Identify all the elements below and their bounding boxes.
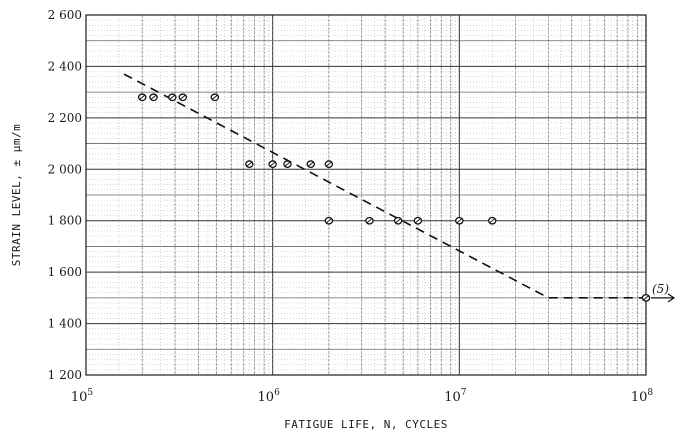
y-tick-label: 2 000 [48, 162, 82, 176]
y-tick-label: 2 600 [48, 8, 82, 22]
x-tick-label: 105 [71, 388, 94, 405]
y-tick-labels: 1 200 1 400 1 600 1 800 2 000 2 200 2 400 2 600 [48, 8, 82, 382]
x-tick-base: 10 [444, 390, 461, 405]
data-point-hatch [489, 218, 496, 224]
y-tick-label: 2 400 [48, 59, 82, 73]
y-tick-label: 1 800 [48, 214, 82, 228]
y-axis-title: STRAIN LEVEL, ± μm/m [10, 124, 23, 266]
data-point-hatch [307, 161, 314, 167]
data-point-hatch [395, 218, 401, 224]
data-point-hatch [150, 94, 157, 100]
data-point-hatch [326, 161, 332, 167]
data-point-hatch [169, 94, 176, 100]
x-tick-base: 10 [631, 390, 648, 405]
trend-line [123, 73, 646, 299]
annotations: (5) [651, 282, 676, 303]
x-tick-exponent: 8 [647, 388, 653, 398]
x-tick-label: 108 [631, 388, 654, 405]
grid [85, 14, 646, 376]
trend-lines [123, 73, 646, 299]
data-points [137, 93, 651, 302]
data-point-hatch [643, 295, 649, 301]
data-point-hatch [456, 218, 463, 224]
data-point-hatch [179, 94, 186, 100]
data-point-hatch [246, 161, 253, 167]
data-point-hatch [139, 94, 146, 100]
annotation-label: (5) [652, 282, 669, 296]
y-tick-label: 1 400 [48, 317, 82, 331]
y-tick-label: 2 200 [48, 111, 82, 125]
data-point-hatch [326, 218, 332, 224]
x-tick-labels: 105 106 107 108 [71, 388, 654, 405]
annotation-arrow [651, 293, 676, 303]
x-axis-title: FATIGUE LIFE, N, CYCLES [284, 418, 448, 431]
data-point-hatch [212, 94, 218, 100]
data-point-hatch [269, 161, 276, 167]
x-tick-exponent: 7 [461, 388, 467, 398]
x-tick-exponent: 6 [274, 388, 280, 398]
plot-frame [85, 14, 647, 376]
y-tick-label: 1 200 [48, 368, 82, 382]
data-point-hatch [366, 218, 373, 224]
x-tick-exponent: 5 [87, 388, 93, 398]
x-tick-base: 10 [71, 390, 88, 405]
x-tick-label: 106 [258, 388, 281, 405]
data-point-hatch [284, 161, 291, 167]
x-tick-base: 10 [258, 390, 275, 405]
x-tick-label: 107 [444, 388, 467, 405]
data-point-hatch [415, 218, 421, 224]
y-tick-label: 1 600 [48, 265, 82, 279]
